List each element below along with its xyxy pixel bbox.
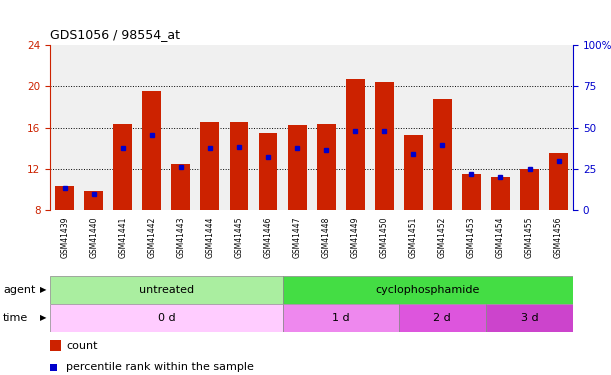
Bar [172, 164, 190, 210]
Text: time: time [3, 313, 28, 323]
Text: 0 d: 0 d [158, 313, 175, 323]
Bar [549, 153, 568, 210]
Bar [462, 174, 481, 210]
Bar [50, 276, 282, 304]
Text: count: count [66, 340, 98, 351]
Bar [230, 122, 249, 210]
Text: untreated: untreated [139, 285, 194, 295]
Bar [375, 82, 393, 210]
Bar [404, 135, 423, 210]
Text: GDS1056 / 98554_at: GDS1056 / 98554_at [50, 28, 180, 41]
Bar [316, 124, 335, 210]
Bar [433, 99, 452, 210]
Bar [84, 191, 103, 210]
Text: 1 d: 1 d [332, 313, 349, 323]
Text: 3 d: 3 d [521, 313, 538, 323]
Text: cyclophosphamide: cyclophosphamide [376, 285, 480, 295]
Bar [282, 304, 399, 332]
Bar [282, 276, 573, 304]
Bar [113, 124, 132, 210]
Bar [288, 125, 307, 210]
Text: agent: agent [3, 285, 35, 295]
Text: 2 d: 2 d [433, 313, 452, 323]
Bar [346, 79, 365, 210]
Bar [55, 186, 74, 210]
Bar [486, 304, 573, 332]
Bar [50, 304, 282, 332]
Text: ▶: ▶ [40, 314, 46, 322]
Bar [142, 92, 161, 210]
Bar [258, 133, 277, 210]
Text: percentile rank within the sample: percentile rank within the sample [66, 362, 254, 372]
Bar [491, 177, 510, 210]
Bar [200, 122, 219, 210]
Bar [520, 169, 539, 210]
Text: ▶: ▶ [40, 285, 46, 294]
Bar [399, 304, 486, 332]
